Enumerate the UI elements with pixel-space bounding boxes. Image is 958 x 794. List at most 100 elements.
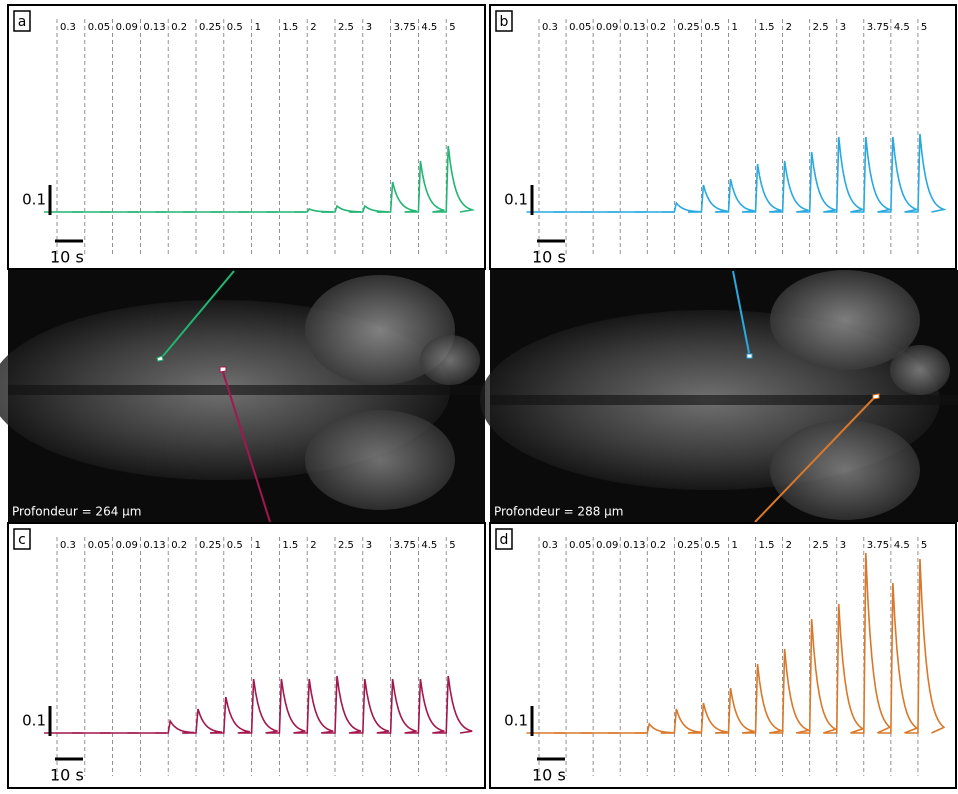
- trace-segment: [743, 163, 782, 213]
- scale-bar-label: 0.1: [504, 712, 528, 730]
- stimulus-label: 3: [840, 22, 846, 33]
- trace-panel: c 0.3 0.05 0.09 0.13 0.2 0.25 0.5 1 1.5 2 2.5 3 3.75 4…: [7, 522, 486, 789]
- scale-bar-label: 0.1: [504, 191, 528, 209]
- stimulus-label: 0.05: [569, 540, 591, 551]
- stimulus-label: 2: [310, 22, 316, 33]
- trace-segment: [155, 718, 195, 734]
- trace-panel: b 0.3 0.05 0.09 0.13 0.2 0.25 0.5 1 1.5 2 2.5 3 3.75 4…: [489, 4, 957, 270]
- trace-segment: [433, 675, 473, 734]
- panel-frame: [489, 522, 957, 789]
- stimulus-label: 0.05: [88, 22, 110, 33]
- trace-segment: [405, 678, 445, 734]
- stimulus-label: 2.5: [338, 540, 354, 551]
- trace-segment: [851, 136, 893, 213]
- stimulus-label: 1: [731, 22, 737, 33]
- stimulus-label: 0.25: [199, 22, 221, 33]
- stimulus-label: 1: [731, 540, 737, 551]
- stimulus-label: 0.3: [60, 22, 76, 33]
- brain-image: [0, 270, 485, 523]
- trace-segment: [238, 678, 278, 734]
- stimulus-label: 5: [921, 22, 927, 33]
- trace-segment: [377, 678, 417, 734]
- stimulus-label: 0.5: [227, 22, 243, 33]
- trace-segment: [634, 722, 674, 734]
- depth-label: Profondeur = 288 µm: [494, 505, 623, 519]
- trace-segment: [824, 603, 865, 734]
- stimulus-label: 0.09: [116, 22, 138, 33]
- stimulus-label: 0.2: [171, 540, 187, 551]
- panel-letter-box: [13, 528, 31, 550]
- trace-segment: [770, 160, 809, 213]
- panel-letter: d: [500, 532, 509, 548]
- stimulus-label: 1: [255, 22, 261, 33]
- depth-label: Profondeur = 264 µm: [12, 505, 141, 519]
- stimulus-label: 2.5: [813, 540, 829, 551]
- time-bar-label: 10 s: [50, 248, 84, 267]
- stimulus-label: 5: [449, 540, 455, 551]
- stimulus-label: 1.5: [759, 22, 775, 33]
- stimulus-label: 0.05: [569, 22, 591, 33]
- stimulus-label: 0.2: [650, 540, 666, 551]
- trace-segment: [770, 648, 812, 734]
- trace-segment: [294, 678, 334, 734]
- time-bar-label: 10 s: [532, 766, 566, 785]
- trace-segment: [715, 178, 755, 213]
- stimulus-label: 4.5: [421, 22, 437, 33]
- brain-image: [480, 270, 958, 523]
- stimulus-label: 0.13: [143, 540, 165, 551]
- stimulus-label: 5: [921, 540, 927, 551]
- trace-segment: [797, 151, 836, 213]
- stimulus-label: 1.5: [282, 22, 298, 33]
- panel-letter-box: [495, 528, 513, 550]
- trace-panel: d 0.3 0.05 0.09 0.13 0.2 0.25 0.5 1 1.5 2 2.5 3 3.75 4…: [489, 522, 957, 789]
- trace-segment: [743, 663, 785, 734]
- trace-segment: [210, 696, 250, 734]
- trace-segment: [688, 702, 728, 734]
- panel-letter-box: [13, 10, 31, 32]
- trace-segment: [433, 145, 476, 213]
- stimulus-label: 4.5: [421, 540, 437, 551]
- stimulus-label: 1.5: [759, 540, 775, 551]
- trace-segment: [797, 618, 838, 734]
- stimulus-label: 0.3: [60, 540, 76, 551]
- stimulus-label: 0.09: [596, 22, 618, 33]
- stimulus-label: 5: [449, 22, 455, 33]
- trace-segment: [851, 552, 892, 734]
- trace-segment: [824, 136, 866, 213]
- stimulus-label: 3.75: [394, 540, 416, 551]
- stimulus-label: 1.5: [282, 540, 298, 551]
- stimulus-label: 3: [366, 540, 372, 551]
- stimulus-label: 0.13: [623, 22, 645, 33]
- stimulus-label: 0.2: [650, 22, 666, 33]
- stimulus-label: 0.25: [677, 22, 699, 33]
- stimulus-label: 3.75: [867, 22, 889, 33]
- stimulus-label: 0.25: [677, 540, 699, 551]
- trace-panel: a 0.3 0.05 0.09 0.13 0.2 0.25 0.5 1 1.5 2 2.5 3 3.75 4…: [7, 4, 486, 270]
- stimulus-label: 0.09: [116, 540, 138, 551]
- stimulus-label: 3.75: [394, 22, 416, 33]
- panel-frame: [7, 4, 486, 270]
- stimulus-label: 3: [366, 22, 372, 33]
- trace-segment: [905, 133, 947, 213]
- trace-segment: [661, 708, 701, 734]
- panel-letter: a: [18, 14, 27, 30]
- time-bar-label: 10 s: [50, 766, 84, 785]
- panel-letter: b: [500, 14, 509, 30]
- stimulus-label: 0.05: [88, 540, 110, 551]
- trace-segment: [688, 184, 728, 213]
- stimulus-label: 0.25: [199, 540, 221, 551]
- time-bar-label: 10 s: [532, 248, 566, 267]
- panel-frame: [7, 522, 486, 789]
- stimulus-label: 3: [840, 540, 846, 551]
- stimulus-label: 0.3: [542, 22, 558, 33]
- stimulus-label: 3.75: [867, 540, 889, 551]
- trace-segment: [661, 201, 701, 213]
- trace-segment: [715, 687, 755, 734]
- stimulus-label: 0.5: [227, 540, 243, 551]
- trace-segment: [322, 675, 362, 734]
- stimulus-label: 1: [255, 540, 261, 551]
- stimulus-label: 4.5: [894, 540, 910, 551]
- trace-segment: [377, 181, 417, 213]
- stimulus-label: 0.13: [143, 22, 165, 33]
